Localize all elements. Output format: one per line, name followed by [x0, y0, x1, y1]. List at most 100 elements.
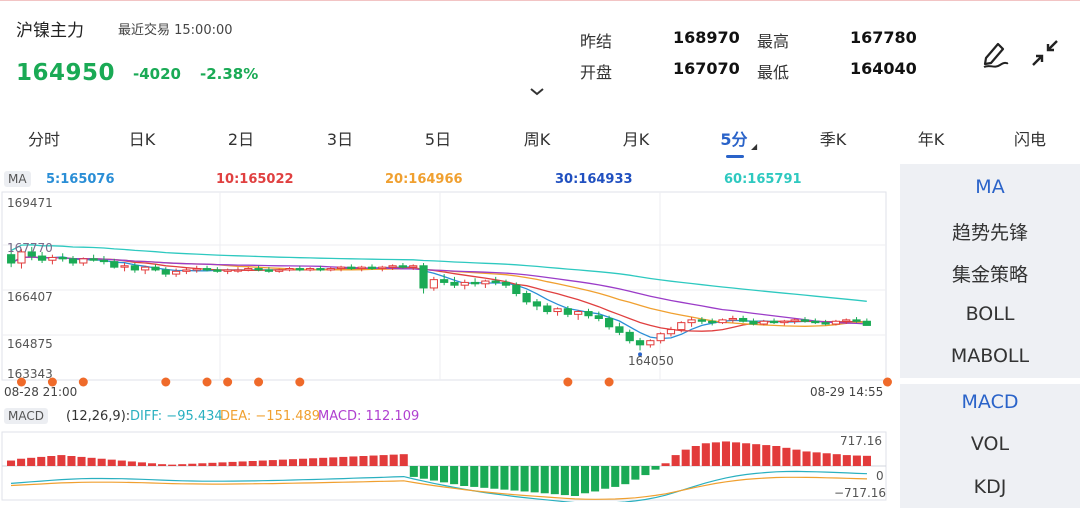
candle [347, 266, 356, 270]
candle [264, 269, 274, 272]
candle [460, 281, 469, 286]
candle [852, 319, 861, 322]
macd-chart[interactable] [0, 430, 900, 502]
candle [68, 258, 78, 264]
tab-10[interactable]: 闪电 [1013, 130, 1046, 149]
macd-axis-max: 717.16 [840, 434, 882, 448]
macd-histogram-bar [288, 459, 298, 466]
candle [48, 256, 57, 261]
macd-histogram-bar [117, 460, 126, 466]
macd-histogram-bar [440, 466, 449, 483]
macd-histogram-bar [611, 466, 620, 487]
tab-5[interactable]: 周K [523, 130, 551, 149]
tab-0[interactable]: 分时 [27, 130, 60, 149]
price-axis-mid3: 164875 [7, 337, 53, 351]
collapse-arrows-icon[interactable] [1030, 38, 1060, 68]
side-item-fund-strategy[interactable]: 集金策略 [951, 264, 1028, 286]
macd-histogram-bar [490, 466, 499, 489]
ma10-value: 10:165022 [216, 172, 294, 187]
macd-histogram-bar [258, 460, 267, 466]
macd-histogram-bar [309, 458, 318, 466]
chevron-down-icon[interactable] [530, 85, 544, 100]
candle [697, 319, 707, 322]
macd-histogram-bar [560, 466, 569, 496]
candle [522, 293, 531, 303]
chart-frame [1, 191, 887, 381]
ma30-value: 30:164933 [555, 172, 633, 187]
candle [615, 326, 624, 333]
candle [800, 319, 810, 322]
macd-histogram-bar [510, 466, 519, 491]
macd-histogram-bar [248, 461, 257, 466]
candle [553, 308, 562, 313]
ma20-line [10, 256, 867, 327]
candle [666, 329, 676, 335]
candle [99, 259, 109, 263]
macd-histogram-bar [67, 456, 76, 466]
side-item-maboll[interactable]: MABOLL [950, 345, 1030, 367]
candle [450, 281, 459, 286]
candle [831, 320, 841, 325]
candle [728, 317, 737, 321]
price-axis-mid1: 167770 [7, 241, 53, 255]
high-label: 最高 [757, 32, 790, 51]
tab-2[interactable]: 2日 [227, 130, 255, 149]
candle [192, 268, 201, 271]
macd-histogram-bar [208, 462, 217, 466]
macd-histogram-bar [500, 466, 509, 490]
macd-histogram-bar [419, 466, 428, 479]
signal-marker-dot [882, 377, 892, 387]
macd-histogram-bar [862, 455, 871, 466]
tab-3[interactable]: 3日 [326, 130, 354, 149]
tab-8[interactable]: 季K [819, 130, 847, 149]
macd-histogram-bar [691, 446, 700, 466]
macd-histogram-bar [47, 456, 56, 466]
macd-histogram-bar [268, 460, 277, 466]
macd-indicator-tag[interactable]: MACD [4, 408, 48, 424]
side-item-boll[interactable]: BOLL [965, 303, 1015, 325]
candle [58, 256, 67, 260]
macd-histogram-bar [178, 464, 187, 466]
time-axis-end: 08-29 14:55 [810, 385, 884, 399]
candle [656, 333, 665, 342]
price-axis-top: 169471 [7, 196, 53, 210]
candle [202, 268, 212, 271]
macd-histogram-bar [218, 462, 227, 466]
tab-6[interactable]: 月K [622, 130, 650, 149]
macd-histogram-bar [399, 454, 408, 466]
side-item-kdj[interactable]: KDJ [973, 476, 1007, 498]
macd-histogram-bar [369, 455, 378, 466]
tab-7[interactable]: 5分 [720, 130, 748, 149]
candle [233, 269, 243, 272]
candle [141, 266, 150, 271]
macd-histogram-bar [762, 445, 771, 466]
candle [584, 311, 593, 317]
macd-histogram-bar [641, 466, 650, 476]
candle [769, 320, 779, 324]
side-panel-divider [900, 378, 1080, 384]
candle [739, 317, 748, 322]
side-item-macd[interactable]: MACD [961, 391, 1019, 413]
pen-draw-icon[interactable] [980, 36, 1010, 70]
ma5-value: 5:165076 [46, 172, 115, 187]
low-point-dot [638, 352, 643, 357]
low-value: 164040 [850, 59, 917, 78]
tab-1[interactable]: 日K [128, 130, 156, 149]
candle [543, 305, 552, 313]
macd-histogram-bar [299, 458, 308, 466]
macd-value: MACD: 112.109 [318, 409, 420, 424]
ma-indicator-tag[interactable]: MA [4, 171, 31, 187]
candle [687, 319, 696, 324]
candlestick-chart[interactable] [0, 190, 900, 400]
side-item-ma[interactable]: MA [975, 176, 1005, 198]
macd-histogram-bar [671, 455, 680, 466]
candle [79, 258, 88, 264]
side-item-vol[interactable]: VOL [970, 433, 1010, 455]
tab-4[interactable]: 5日 [424, 130, 452, 149]
dropdown-corner-icon[interactable]: ◢ [751, 142, 758, 151]
tab-9[interactable]: 年K [917, 130, 945, 149]
side-item-trend-pioneer[interactable]: 趋势先锋 [951, 222, 1028, 244]
candle [625, 331, 634, 342]
macd-histogram-bar [631, 466, 640, 480]
